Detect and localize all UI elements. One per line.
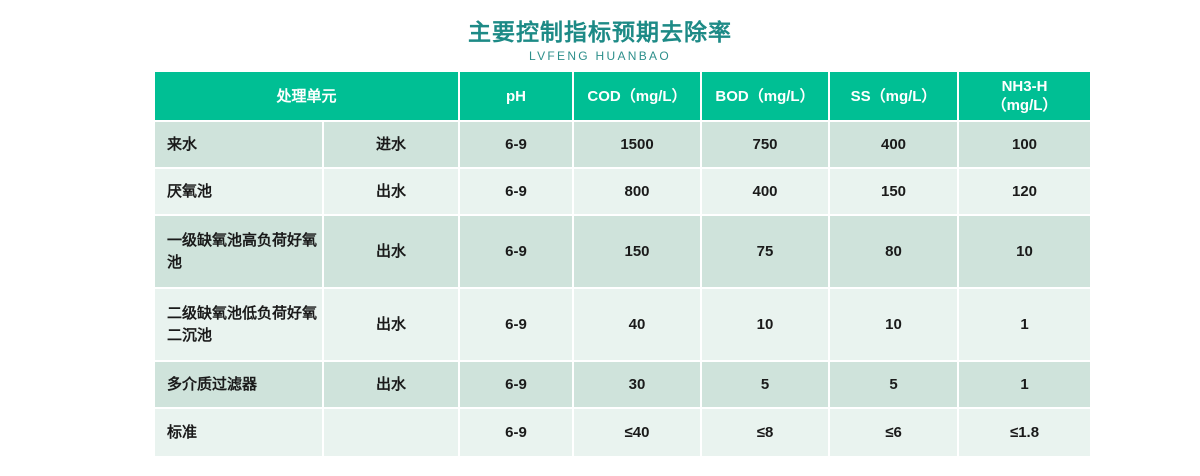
table-row: 标准 6-9 ≤40 ≤8 ≤6 ≤1.8: [155, 409, 1091, 456]
column-header-ss: SS（mg/L）: [830, 72, 958, 120]
cell-unit: 多介质过滤器: [155, 362, 322, 407]
column-header-unit: 处理单元: [155, 72, 459, 120]
cell-cod: 800: [574, 169, 701, 214]
column-header-nh3: NH3-H （mg/L）: [959, 72, 1091, 120]
cell-bod: 10: [702, 289, 829, 360]
cell-bod: 75: [702, 216, 829, 287]
cell-ss: 10: [830, 289, 958, 360]
table-row: 多介质过滤器 出水 6-9 30 5 5 1: [155, 362, 1091, 407]
cell-unit: 一级缺氧池高负荷好氧池: [155, 216, 322, 287]
cell-flow: 出水: [324, 169, 459, 214]
cell-ph: 6-9: [460, 289, 573, 360]
table-row: 一级缺氧池高负荷好氧池 出水 6-9 150 75 80 10: [155, 216, 1091, 287]
cell-ph: 6-9: [460, 362, 573, 407]
page-subtitle: LVFENG HUANBAO: [529, 49, 671, 63]
column-header-ph: pH: [460, 72, 573, 120]
column-header-nh3-line2: （mg/L）: [991, 97, 1058, 114]
cell-ss: 80: [830, 216, 958, 287]
cell-bod: ≤8: [702, 409, 829, 456]
cell-flow: 出水: [324, 289, 459, 360]
cell-nh3: 1: [959, 289, 1091, 360]
cell-nh3: 10: [959, 216, 1091, 287]
cell-nh3: 100: [959, 122, 1091, 167]
column-header-bod: BOD（mg/L）: [702, 72, 829, 120]
cell-nh3: 1: [959, 362, 1091, 407]
table-row: 二级缺氧池低负荷好氧二沉池 出水 6-9 40 10 10 1: [155, 289, 1091, 360]
cell-flow: [324, 409, 459, 456]
table-row: 来水 进水 6-9 1500 750 400 100: [155, 122, 1091, 167]
page-title: 主要控制指标预期去除率: [468, 19, 732, 45]
cell-ss: 150: [830, 169, 958, 214]
column-header-cod: COD（mg/L）: [574, 72, 701, 120]
cell-ss: 5: [830, 362, 958, 407]
cell-nh3: ≤1.8: [959, 409, 1091, 456]
table-row: 厌氧池 出水 6-9 800 400 150 120: [155, 169, 1091, 214]
table-header-row: 处理单元 pH COD（mg/L） BOD（mg/L） SS（mg/L） NH3…: [155, 72, 1091, 120]
cell-nh3: 120: [959, 169, 1091, 214]
cell-cod: 40: [574, 289, 701, 360]
cell-ss: ≤6: [830, 409, 958, 456]
cell-unit: 二级缺氧池低负荷好氧二沉池: [155, 289, 322, 360]
cell-flow: 出水: [324, 216, 459, 287]
cell-flow: 进水: [324, 122, 459, 167]
cell-ph: 6-9: [460, 122, 573, 167]
cell-flow: 出水: [324, 362, 459, 407]
spec-table-wrapper: 处理单元 pH COD（mg/L） BOD（mg/L） SS（mg/L） NH3…: [155, 72, 1091, 456]
title-block: 主要控制指标预期去除率 LVFENG HUANBAO: [0, 0, 1200, 64]
removal-rate-table: 处理单元 pH COD（mg/L） BOD（mg/L） SS（mg/L） NH3…: [153, 70, 1092, 458]
cell-bod: 400: [702, 169, 829, 214]
cell-unit: 标准: [155, 409, 322, 456]
cell-unit: 来水: [155, 122, 322, 167]
cell-ph: 6-9: [460, 169, 573, 214]
table-body: 来水 进水 6-9 1500 750 400 100 厌氧池 出水 6-9 80…: [155, 122, 1091, 456]
cell-ph: 6-9: [460, 409, 573, 456]
cell-cod: 150: [574, 216, 701, 287]
table-header: 处理单元 pH COD（mg/L） BOD（mg/L） SS（mg/L） NH3…: [155, 72, 1091, 120]
cell-ss: 400: [830, 122, 958, 167]
cell-cod: ≤40: [574, 409, 701, 456]
cell-unit: 厌氧池: [155, 169, 322, 214]
cell-ph: 6-9: [460, 216, 573, 287]
cell-cod: 30: [574, 362, 701, 407]
cell-bod: 5: [702, 362, 829, 407]
column-header-nh3-line1: NH3-H: [1001, 78, 1048, 95]
cell-bod: 750: [702, 122, 829, 167]
cell-cod: 1500: [574, 122, 701, 167]
